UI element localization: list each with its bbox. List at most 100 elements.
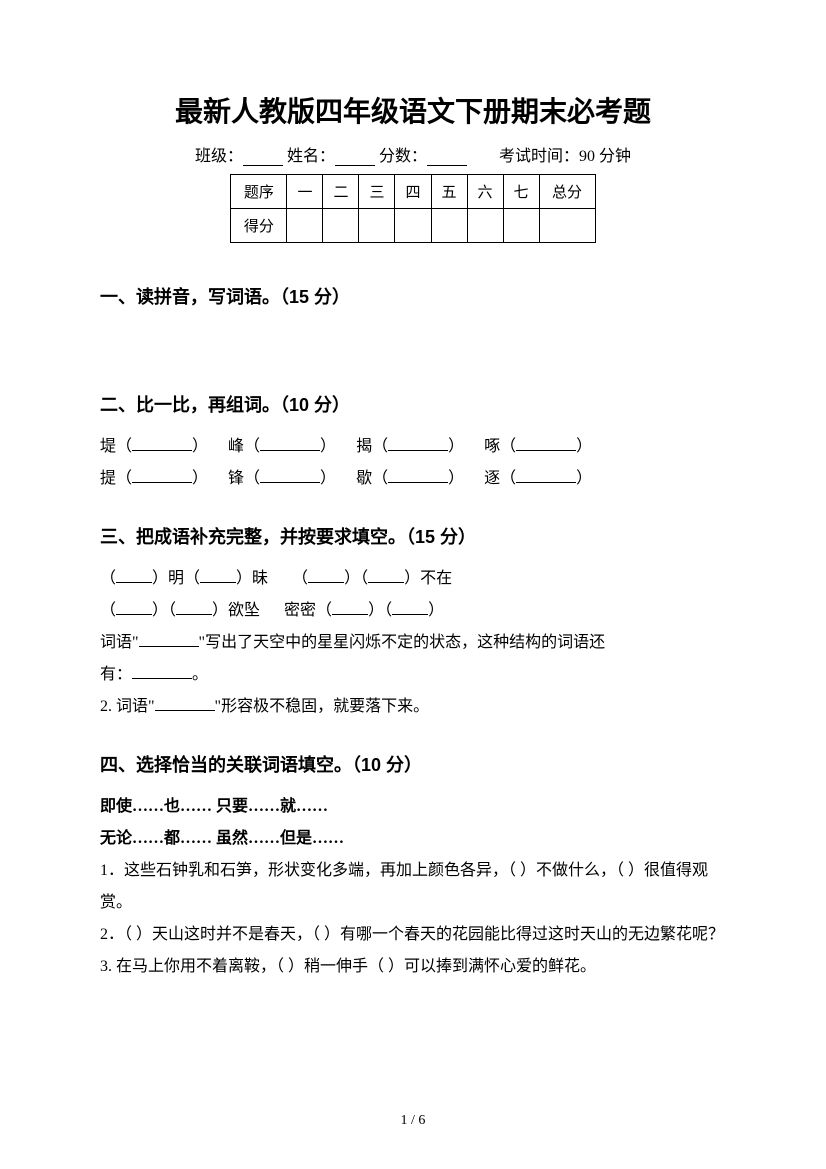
idiom-line-5: 2. 词语" "形容极不稳固，就要落下来。 — [100, 691, 726, 723]
char: 揭（ — [356, 438, 388, 455]
t: 词语" — [100, 634, 139, 651]
t: 有： — [100, 666, 132, 683]
blank[interactable] — [155, 695, 215, 711]
col-total: 总分 — [539, 175, 595, 209]
table-row: 题序 一 二 三 四 五 六 七 总分 — [231, 175, 595, 209]
page-title: 最新人教版四年级语文下册期末必考题 — [100, 90, 726, 130]
paren: ） — [192, 438, 208, 455]
paren: ） — [320, 438, 336, 455]
blank[interactable] — [260, 467, 320, 483]
t: 2. 词语" — [100, 698, 155, 715]
meta-line: 班级： 姓名： 分数： 考试时间：90 分钟 — [100, 142, 726, 166]
score-blank[interactable] — [427, 150, 467, 166]
char: 歇（ — [356, 470, 388, 487]
t: （ — [292, 570, 308, 587]
score-cell[interactable] — [359, 209, 395, 243]
score-cell[interactable] — [539, 209, 595, 243]
section-1-heading: 一、读拼音，写词语。（15 分） — [100, 283, 726, 309]
page-number: 1 / 6 — [0, 1113, 826, 1129]
blank[interactable] — [388, 467, 448, 483]
section-3-heading: 三、把成语补充完整，并按要求填空。（15 分） — [100, 523, 726, 549]
blank[interactable] — [332, 599, 368, 615]
col-3: 三 — [359, 175, 395, 209]
paren: ） — [192, 470, 208, 487]
char: 锋（ — [228, 470, 260, 487]
blank[interactable] — [132, 435, 192, 451]
t: "形容极不稳固，就要落下来。 — [215, 698, 430, 715]
blank[interactable] — [516, 435, 576, 451]
char: 啄（ — [484, 438, 516, 455]
paren: ） — [576, 470, 592, 487]
pair-row-1: 堤（ ） 峰（ ） 揭（ ） 啄（ ） — [100, 431, 726, 463]
t: ）（ — [152, 602, 176, 619]
blank[interactable] — [176, 599, 212, 615]
blank[interactable] — [132, 663, 192, 679]
name-label: 姓名： — [287, 148, 335, 165]
question-2: 2．（ ）天山这时并不是春天，（ ）有哪一个春天的花园能比得过这时天山的无边繁花… — [100, 919, 726, 951]
blank[interactable] — [388, 435, 448, 451]
idiom-line-4: 有： 。 — [100, 659, 726, 691]
blank[interactable] — [368, 567, 404, 583]
score-cell[interactable] — [431, 209, 467, 243]
score-label: 分数： — [379, 148, 427, 165]
paren: ） — [320, 470, 336, 487]
options-line-2: 无论……都…… 虽然……但是…… — [100, 823, 726, 855]
t: （ — [100, 570, 116, 587]
t: "写出了天空中的星星闪烁不定的状态，这种结构的词语还 — [199, 634, 606, 651]
blank[interactable] — [139, 631, 199, 647]
question-1: 1．这些石钟乳和石笋，形状变化多端，再加上颜色各异，（ ）不做什么，（ ）很值得… — [100, 855, 726, 919]
score-cell[interactable] — [503, 209, 539, 243]
col-2: 二 — [323, 175, 359, 209]
col-1: 一 — [287, 175, 323, 209]
blank[interactable] — [116, 599, 152, 615]
t: ）不在 — [404, 570, 452, 587]
blank[interactable] — [516, 467, 576, 483]
t: ）明（ — [152, 570, 200, 587]
time-label: 考试时间：90 分钟 — [499, 148, 631, 165]
question-3: 3. 在马上你用不着离鞍，（ ）稍一伸手（ ）可以捧到满怀心爱的鲜花。 — [100, 951, 726, 983]
t: ）（ — [344, 570, 368, 587]
table-row: 得分 — [231, 209, 595, 243]
class-label: 班级： — [195, 148, 243, 165]
paren: ） — [448, 438, 464, 455]
col-5: 五 — [431, 175, 467, 209]
blank[interactable] — [116, 567, 152, 583]
blank[interactable] — [132, 467, 192, 483]
paren: ） — [576, 438, 592, 455]
idiom-line-3: 词语" "写出了天空中的星星闪烁不定的状态，这种结构的词语还 — [100, 627, 726, 659]
options-line-1: 即使……也…… 只要……就…… — [100, 791, 726, 823]
name-blank[interactable] — [335, 150, 375, 166]
score-cell[interactable] — [323, 209, 359, 243]
char: 堤（ — [100, 438, 132, 455]
blank[interactable] — [200, 567, 236, 583]
char: 峰（ — [228, 438, 260, 455]
t: ）（ — [368, 602, 392, 619]
section-4-heading: 四、选择恰当的关联词语填空。（10 分） — [100, 751, 726, 777]
score-row-label: 得分 — [231, 209, 287, 243]
t: （ — [100, 602, 116, 619]
t: 密密（ — [284, 602, 332, 619]
section-2-heading: 二、比一比，再组词。（10 分） — [100, 391, 726, 417]
score-cell[interactable] — [395, 209, 431, 243]
char: 提（ — [100, 470, 132, 487]
blank[interactable] — [392, 599, 428, 615]
col-7: 七 — [503, 175, 539, 209]
pair-row-2: 提（ ） 锋（ ） 歇（ ） 逐（ ） — [100, 463, 726, 495]
blank[interactable] — [260, 435, 320, 451]
col-6: 六 — [467, 175, 503, 209]
t: ）欲坠 — [212, 602, 260, 619]
idiom-line-2: （ ）（ ）欲坠 密密（ ）（ ） — [100, 595, 726, 627]
blank[interactable] — [308, 567, 344, 583]
t: ）昧 — [236, 570, 268, 587]
col-4: 四 — [395, 175, 431, 209]
char: 逐（ — [484, 470, 516, 487]
paren: ） — [448, 470, 464, 487]
header-label: 题序 — [231, 175, 287, 209]
score-table: 题序 一 二 三 四 五 六 七 总分 得分 — [230, 174, 595, 243]
t: ） — [428, 602, 444, 619]
score-cell[interactable] — [467, 209, 503, 243]
idiom-line-1: （ ）明（ ）昧 （ ）（ ）不在 — [100, 563, 726, 595]
score-cell[interactable] — [287, 209, 323, 243]
t: 。 — [192, 666, 208, 683]
class-blank[interactable] — [243, 150, 283, 166]
